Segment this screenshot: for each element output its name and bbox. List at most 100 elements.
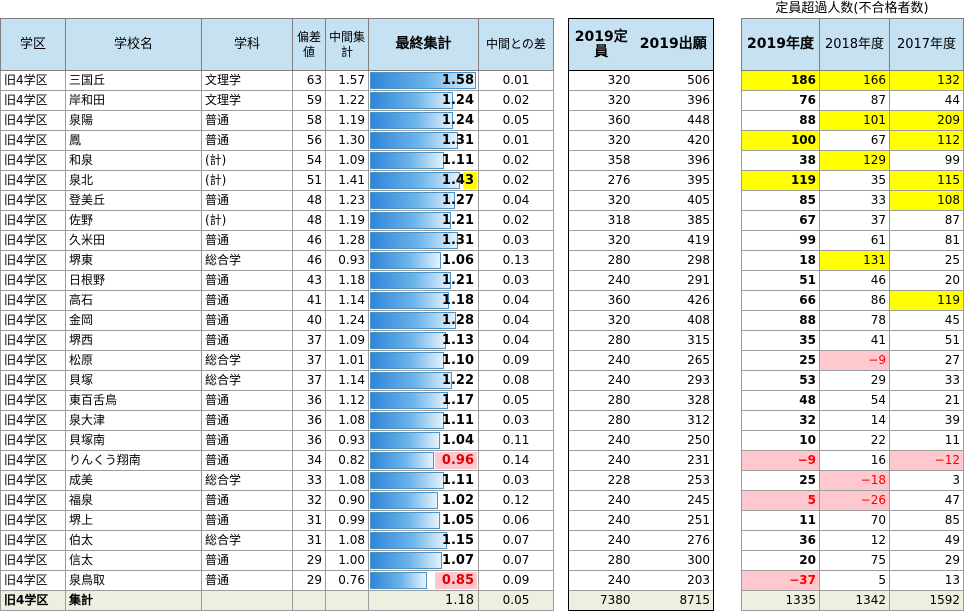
capacity-cell[interactable]: 280 [568, 250, 634, 271]
district-cell[interactable]: 旧4学区 [0, 270, 66, 291]
dept-cell[interactable]: 総合学 [201, 470, 293, 491]
district-cell[interactable]: 旧4学区 [0, 510, 66, 531]
mid-cell[interactable]: 1.08 [325, 530, 369, 551]
district-cell[interactable]: 旧4学区 [0, 430, 66, 451]
final-cell[interactable]: 1.17 [368, 390, 479, 411]
over-2019-cell[interactable]: 36 [741, 530, 820, 551]
dept-cell[interactable]: 普通 [201, 270, 293, 291]
over-2017-cell[interactable]: 132 [889, 70, 964, 91]
capacity-cell[interactable]: 280 [568, 330, 634, 351]
over-2018-cell[interactable]: 41 [819, 330, 890, 351]
over-2018-cell[interactable]: 29 [819, 370, 890, 391]
over-2019-cell[interactable]: 76 [741, 90, 820, 111]
deviation-cell[interactable]: 36 [292, 390, 326, 411]
over-2017-cell[interactable]: 99 [889, 150, 964, 171]
final-cell[interactable]: 1.05 [368, 510, 479, 531]
total-over-2017-cell[interactable]: 1592 [889, 590, 964, 611]
diff-cell[interactable]: 0.13 [478, 250, 554, 271]
final-cell[interactable]: 1.21 [368, 210, 479, 231]
dept-cell[interactable]: 普通 [201, 570, 293, 591]
dept-cell[interactable]: 文理学 [201, 70, 293, 91]
dept-cell[interactable]: (計) [201, 170, 293, 191]
diff-cell[interactable]: 0.02 [478, 170, 554, 191]
school-cell[interactable]: 堺東 [65, 250, 202, 271]
header-2017[interactable]: 2017年度 [889, 18, 964, 71]
header-2018[interactable]: 2018年度 [819, 18, 890, 71]
dept-cell[interactable]: 文理学 [201, 90, 293, 111]
diff-cell[interactable]: 0.03 [478, 410, 554, 431]
district-cell[interactable]: 旧4学区 [0, 330, 66, 351]
final-cell[interactable]: 1.10 [368, 350, 479, 371]
dept-cell[interactable]: 総合学 [201, 370, 293, 391]
over-2018-cell[interactable]: 33 [819, 190, 890, 211]
mid-cell[interactable]: 1.28 [325, 230, 369, 251]
district-cell[interactable]: 旧4学区 [0, 370, 66, 391]
school-cell[interactable]: 成美 [65, 470, 202, 491]
header-capacity[interactable]: 2019定員 [568, 18, 634, 71]
dept-cell[interactable]: 普通 [201, 550, 293, 571]
over-2019-cell[interactable]: 35 [741, 330, 820, 351]
deviation-cell[interactable]: 32 [292, 490, 326, 511]
over-2018-cell[interactable]: 54 [819, 390, 890, 411]
total-deviation-cell[interactable] [292, 590, 326, 611]
applicants-cell[interactable]: 315 [633, 330, 714, 351]
deviation-cell[interactable]: 46 [292, 230, 326, 251]
over-2017-cell[interactable]: 49 [889, 530, 964, 551]
deviation-cell[interactable]: 58 [292, 110, 326, 131]
capacity-cell[interactable]: 240 [568, 270, 634, 291]
over-2018-cell[interactable]: −26 [819, 490, 890, 511]
deviation-cell[interactable]: 33 [292, 470, 326, 491]
over-2018-cell[interactable]: 166 [819, 70, 890, 91]
over-2018-cell[interactable]: 14 [819, 410, 890, 431]
over-2017-cell[interactable]: 44 [889, 90, 964, 111]
diff-cell[interactable]: 0.04 [478, 290, 554, 311]
deviation-cell[interactable]: 36 [292, 430, 326, 451]
capacity-cell[interactable]: 240 [568, 450, 634, 471]
capacity-cell[interactable]: 240 [568, 510, 634, 531]
district-cell[interactable]: 旧4学区 [0, 210, 66, 231]
school-cell[interactable]: 高石 [65, 290, 202, 311]
mid-cell[interactable]: 1.09 [325, 150, 369, 171]
applicants-cell[interactable]: 276 [633, 530, 714, 551]
school-cell[interactable]: 泉北 [65, 170, 202, 191]
over-2019-cell[interactable]: 48 [741, 390, 820, 411]
header-2019[interactable]: 2019年度 [741, 18, 820, 71]
applicants-cell[interactable]: 298 [633, 250, 714, 271]
applicants-cell[interactable]: 251 [633, 510, 714, 531]
school-cell[interactable]: 福泉 [65, 490, 202, 511]
over-2019-cell[interactable]: 51 [741, 270, 820, 291]
mid-cell[interactable]: 0.90 [325, 490, 369, 511]
capacity-cell[interactable]: 280 [568, 550, 634, 571]
applicants-cell[interactable]: 250 [633, 430, 714, 451]
district-cell[interactable]: 旧4学区 [0, 230, 66, 251]
over-2019-cell[interactable]: 85 [741, 190, 820, 211]
over-2018-cell[interactable]: 101 [819, 110, 890, 131]
diff-cell[interactable]: 0.09 [478, 350, 554, 371]
deviation-cell[interactable]: 37 [292, 350, 326, 371]
applicants-cell[interactable]: 265 [633, 350, 714, 371]
over-2017-cell[interactable]: 45 [889, 310, 964, 331]
over-2017-cell[interactable]: 33 [889, 370, 964, 391]
over-2019-cell[interactable]: 18 [741, 250, 820, 271]
school-cell[interactable]: 岸和田 [65, 90, 202, 111]
school-cell[interactable]: 信太 [65, 550, 202, 571]
diff-cell[interactable]: 0.06 [478, 510, 554, 531]
applicants-cell[interactable]: 396 [633, 90, 714, 111]
district-cell[interactable]: 旧4学区 [0, 70, 66, 91]
mid-cell[interactable]: 1.24 [325, 310, 369, 331]
total-label-cell[interactable]: 集計 [65, 590, 202, 611]
applicants-cell[interactable]: 245 [633, 490, 714, 511]
final-cell[interactable]: 0.96 [368, 450, 479, 471]
mid-cell[interactable]: 1.12 [325, 390, 369, 411]
capacity-cell[interactable]: 276 [568, 170, 634, 191]
final-cell[interactable]: 1.02 [368, 490, 479, 511]
mid-cell[interactable]: 1.19 [325, 210, 369, 231]
over-2019-cell[interactable]: −9 [741, 450, 820, 471]
deviation-cell[interactable]: 48 [292, 190, 326, 211]
total-applicants-cell[interactable]: 8715 [633, 590, 714, 611]
final-cell[interactable]: 1.11 [368, 150, 479, 171]
final-cell[interactable]: 1.31 [368, 230, 479, 251]
total-district-cell[interactable]: 旧4学区 [0, 590, 66, 611]
school-cell[interactable]: 久米田 [65, 230, 202, 251]
dept-cell[interactable]: 普通 [201, 390, 293, 411]
